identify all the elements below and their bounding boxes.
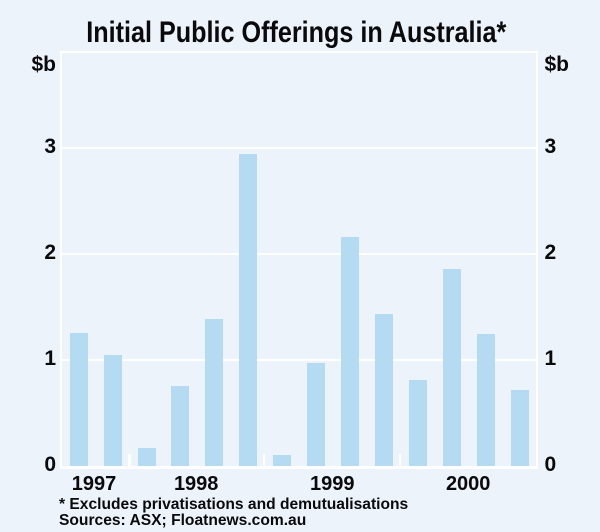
bar-1999-q3: [340, 237, 359, 467]
y-axis-unit-left: $b: [31, 53, 56, 76]
chart-source: Sources: ASX; Floatnews.com.au: [59, 512, 307, 530]
y-tick-label-right-2: 2: [544, 240, 557, 264]
x-tick-label-1998: 1998: [173, 473, 219, 495]
axis-frame-right: [536, 51, 538, 469]
x-axis-year-tick-1: [128, 453, 131, 467]
gridline-1: [62, 359, 536, 362]
bar-1999-q2: [307, 363, 326, 467]
chart-footnote: * Excludes privatisations and demutualis…: [59, 496, 409, 513]
y-tick-label-right-3: 3: [544, 134, 557, 158]
x-axis-year-tick-3: [398, 453, 402, 467]
x-tick-label-1999: 1999: [310, 473, 355, 495]
gridline-3: [62, 147, 536, 149]
y-tick-label-left-1: 1: [44, 346, 56, 370]
bar-1997-q4: [103, 354, 122, 467]
y-axis-unit-right: $b: [544, 53, 570, 76]
y-tick-label-left-2: 2: [44, 240, 56, 264]
gridline-2: [62, 253, 536, 256]
bar-1998-q4: [238, 154, 257, 467]
axis-frame-left: [60, 51, 62, 469]
bar-1998-q1: [137, 448, 156, 467]
bar-1998-q2: [171, 385, 190, 467]
chart-title: Initial Public Offerings in Australia*: [86, 16, 507, 49]
x-tick-label-1997: 1997: [71, 473, 117, 495]
y-tick-label-right-0: 0: [544, 453, 557, 477]
bar-2000-q2: [442, 268, 461, 467]
bar-1997-q3: [69, 332, 88, 467]
bar-1999-q4: [374, 313, 393, 467]
bar-2000-q4: [511, 389, 529, 467]
y-tick-label-left-0: 0: [44, 453, 56, 477]
bar-1999-q1: [273, 454, 292, 467]
y-tick-label-right-1: 1: [544, 346, 557, 370]
x-axis-baseline: [60, 466, 538, 469]
bar-2000-q1: [408, 380, 427, 467]
bar-1998-q3: [205, 318, 223, 467]
y-tick-label-left-3: 3: [44, 134, 56, 158]
axis-frame-top: [60, 51, 538, 53]
bar-2000-q3: [476, 333, 495, 467]
x-tick-label-2000: 2000: [445, 473, 491, 495]
x-axis-year-tick-2: [262, 453, 266, 467]
